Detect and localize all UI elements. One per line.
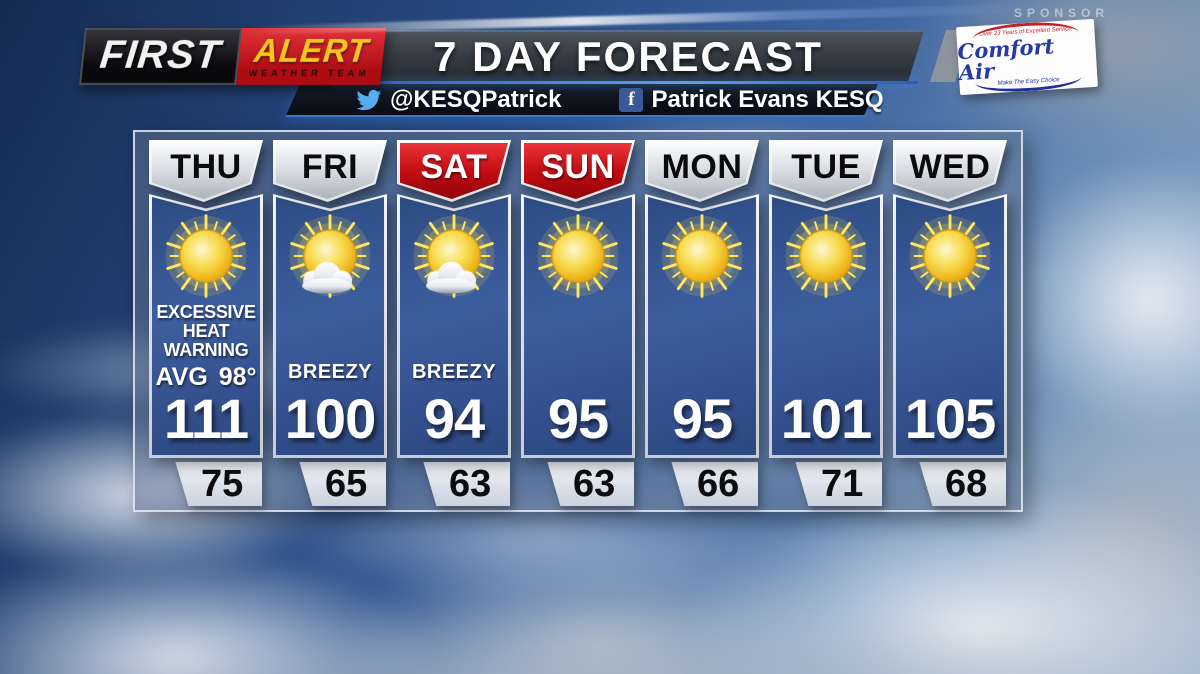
day-tab: THU bbox=[149, 140, 263, 202]
sun-icon bbox=[778, 213, 874, 299]
high-temp: 95 bbox=[547, 386, 609, 450]
twitter-handle: @KESQPatrick bbox=[390, 86, 562, 113]
day-panel: 105 bbox=[893, 194, 1007, 458]
low-temp-tab: 63 bbox=[547, 462, 634, 506]
social-handles: @KESQPatrick f Patrick Evans KESQ bbox=[355, 85, 884, 115]
forecast-panel: THU EXCESSIVE HEAT WARNING AVG 98° 111 7… bbox=[133, 130, 1023, 512]
forecast-column-mon: MON 95 66 bbox=[645, 140, 759, 510]
logo-weather-team-text: WEATHER TEAM bbox=[248, 68, 371, 78]
day-label: SAT bbox=[420, 148, 488, 186]
forecast-column-sun: SUN 95 63 bbox=[521, 140, 635, 510]
forecast-column-wed: WED 105 68 bbox=[893, 140, 1007, 510]
low-temp: 68 bbox=[945, 462, 988, 505]
low-temp-tab: 75 bbox=[175, 462, 262, 506]
banner-accent-line bbox=[332, 81, 918, 84]
sun-icon bbox=[530, 213, 626, 299]
sponsor-label: SPONSOR bbox=[1014, 6, 1110, 20]
forecast-column-tue: TUE 101 71 bbox=[769, 140, 883, 510]
day-label: TUE bbox=[791, 148, 861, 186]
logo-alert-text: ALERT bbox=[252, 32, 371, 69]
low-temp-tab: 63 bbox=[423, 462, 510, 506]
forecast-column-sat: SAT BREEZY 94 63 bbox=[397, 140, 511, 510]
twitter-bird-icon bbox=[356, 89, 382, 110]
facebook-handle: Patrick Evans KESQ bbox=[651, 86, 884, 113]
high-temp: 111 bbox=[163, 386, 249, 450]
day-label: MON bbox=[661, 148, 743, 186]
day-panel: EXCESSIVE HEAT WARNING AVG 98° 111 bbox=[149, 194, 263, 458]
low-temp: 65 bbox=[325, 462, 368, 505]
low-temp-tab: 68 bbox=[919, 462, 1006, 506]
low-temp: 66 bbox=[697, 462, 740, 505]
high-temp: 100 bbox=[284, 386, 376, 450]
day-tab: MON bbox=[645, 140, 759, 202]
condition-text: BREEZY bbox=[411, 360, 497, 383]
forecast-columns: THU EXCESSIVE HEAT WARNING AVG 98° 111 7… bbox=[149, 140, 1007, 510]
high-temp: 95 bbox=[671, 386, 733, 450]
sun-with-cloud-icon bbox=[406, 213, 502, 299]
condition-text: BREEZY bbox=[287, 360, 373, 383]
day-panel: BREEZY 100 bbox=[273, 194, 387, 458]
low-temp-tab: 71 bbox=[795, 462, 882, 506]
first-alert-logo: FIRST ALERT WEATHER TEAM bbox=[79, 28, 387, 85]
weather-warning: EXCESSIVE HEAT WARNING bbox=[156, 301, 256, 361]
day-panel: BREEZY 94 bbox=[397, 194, 511, 458]
day-label: FRI bbox=[301, 148, 359, 186]
sun-icon bbox=[654, 213, 750, 299]
day-tab: TUE bbox=[769, 140, 883, 202]
day-label: THU bbox=[170, 148, 242, 186]
logo-alert-box: ALERT WEATHER TEAM bbox=[235, 28, 387, 85]
headline-banner: 7 DAY FORECAST bbox=[332, 30, 924, 82]
facebook-icon: f bbox=[619, 88, 644, 112]
forecast-column-fri: FRI BREEZY 100 65 bbox=[273, 140, 387, 510]
high-temp: 94 bbox=[423, 386, 485, 450]
sponsor-logo: Over 23 Years of Excellent Service Comfo… bbox=[956, 18, 1098, 96]
avg-temp-note: AVG 98° bbox=[155, 362, 257, 391]
logo-first-text: FIRST bbox=[97, 33, 224, 77]
day-tab-weekend: SAT bbox=[397, 140, 511, 202]
day-tab: FRI bbox=[273, 140, 387, 202]
low-temp: 63 bbox=[573, 462, 616, 505]
day-panel: 95 bbox=[521, 194, 635, 458]
day-label: WED bbox=[909, 148, 991, 186]
sun-icon bbox=[902, 213, 998, 299]
high-temp: 101 bbox=[780, 386, 872, 450]
page-title: 7 DAY FORECAST bbox=[433, 33, 823, 80]
low-temp: 75 bbox=[201, 462, 244, 505]
logo-first-box: FIRST bbox=[79, 28, 242, 85]
sun-with-cloud-icon bbox=[282, 213, 378, 299]
low-temp: 63 bbox=[449, 462, 492, 505]
low-temp-tab: 65 bbox=[299, 462, 386, 506]
day-panel: 95 bbox=[645, 194, 759, 458]
forecast-column-thu: THU EXCESSIVE HEAT WARNING AVG 98° 111 7… bbox=[149, 140, 263, 510]
low-temp-tab: 66 bbox=[671, 462, 758, 506]
low-temp: 71 bbox=[821, 462, 864, 505]
day-panel: 101 bbox=[769, 194, 883, 458]
day-tab: WED bbox=[893, 140, 1007, 202]
day-label: SUN bbox=[541, 148, 615, 186]
sun-icon bbox=[158, 213, 254, 299]
high-temp: 105 bbox=[904, 386, 996, 450]
day-tab-weekend: SUN bbox=[521, 140, 635, 202]
